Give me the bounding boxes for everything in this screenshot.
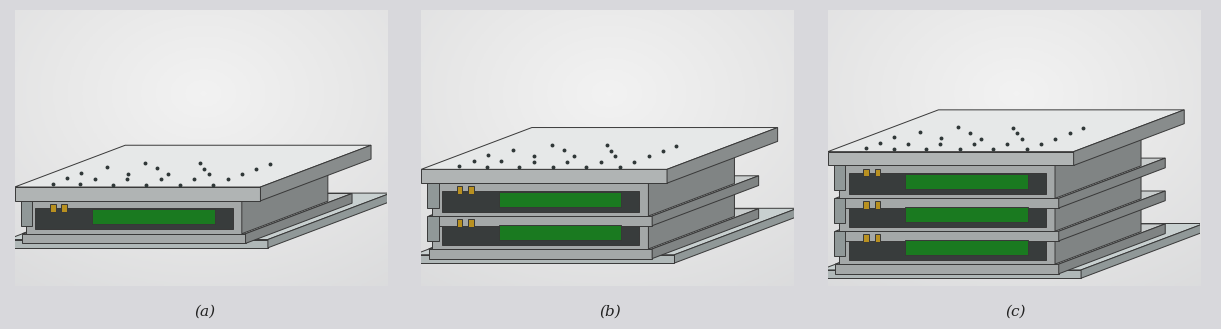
Polygon shape bbox=[429, 216, 652, 226]
Polygon shape bbox=[22, 193, 352, 234]
Polygon shape bbox=[457, 219, 463, 227]
Polygon shape bbox=[432, 177, 648, 216]
Polygon shape bbox=[849, 239, 1046, 260]
Polygon shape bbox=[427, 183, 438, 208]
Polygon shape bbox=[26, 195, 242, 234]
Polygon shape bbox=[267, 193, 391, 248]
Polygon shape bbox=[432, 210, 648, 249]
Polygon shape bbox=[839, 127, 1142, 160]
Polygon shape bbox=[905, 240, 1028, 255]
Polygon shape bbox=[863, 168, 869, 176]
Polygon shape bbox=[260, 145, 371, 201]
Polygon shape bbox=[863, 201, 869, 209]
Polygon shape bbox=[50, 204, 56, 212]
Text: (b): (b) bbox=[600, 305, 621, 319]
Polygon shape bbox=[7, 193, 391, 240]
Polygon shape bbox=[874, 234, 880, 242]
Polygon shape bbox=[863, 234, 869, 242]
Polygon shape bbox=[839, 193, 1142, 225]
Polygon shape bbox=[21, 200, 32, 226]
Polygon shape bbox=[652, 209, 758, 259]
Text: (c): (c) bbox=[1006, 305, 1026, 319]
Polygon shape bbox=[839, 225, 1055, 264]
Polygon shape bbox=[1059, 224, 1165, 274]
Polygon shape bbox=[835, 231, 1059, 241]
Polygon shape bbox=[457, 186, 463, 194]
Polygon shape bbox=[849, 173, 1046, 194]
Polygon shape bbox=[427, 215, 438, 241]
Polygon shape bbox=[821, 270, 1081, 278]
Polygon shape bbox=[835, 224, 1165, 264]
Polygon shape bbox=[648, 145, 735, 216]
Polygon shape bbox=[1059, 191, 1165, 241]
Polygon shape bbox=[1081, 223, 1204, 278]
Polygon shape bbox=[421, 128, 778, 169]
Polygon shape bbox=[835, 158, 1165, 198]
Polygon shape bbox=[22, 234, 245, 243]
Polygon shape bbox=[432, 145, 735, 177]
Polygon shape bbox=[442, 190, 640, 212]
Polygon shape bbox=[498, 192, 621, 207]
Polygon shape bbox=[468, 219, 474, 227]
Polygon shape bbox=[61, 204, 67, 212]
Polygon shape bbox=[834, 165, 845, 190]
Polygon shape bbox=[1059, 158, 1165, 208]
Polygon shape bbox=[429, 176, 758, 216]
Polygon shape bbox=[1055, 160, 1142, 231]
Polygon shape bbox=[498, 225, 621, 240]
Polygon shape bbox=[834, 231, 845, 256]
Polygon shape bbox=[667, 128, 778, 183]
Polygon shape bbox=[849, 206, 1046, 227]
Polygon shape bbox=[7, 240, 267, 248]
Polygon shape bbox=[429, 249, 652, 259]
Polygon shape bbox=[1055, 193, 1142, 264]
Polygon shape bbox=[821, 223, 1204, 270]
Polygon shape bbox=[834, 198, 845, 223]
Polygon shape bbox=[15, 145, 371, 187]
Polygon shape bbox=[874, 201, 880, 209]
Polygon shape bbox=[1073, 110, 1184, 165]
Polygon shape bbox=[414, 208, 797, 255]
Text: (a): (a) bbox=[194, 305, 216, 319]
Polygon shape bbox=[242, 163, 328, 234]
Polygon shape bbox=[1055, 127, 1142, 198]
Polygon shape bbox=[421, 169, 667, 183]
Polygon shape bbox=[674, 208, 797, 263]
Polygon shape bbox=[835, 191, 1165, 231]
Polygon shape bbox=[835, 198, 1059, 208]
Polygon shape bbox=[442, 223, 640, 245]
Polygon shape bbox=[835, 264, 1059, 274]
Polygon shape bbox=[432, 178, 735, 210]
Polygon shape bbox=[468, 186, 474, 194]
Polygon shape bbox=[905, 207, 1028, 222]
Polygon shape bbox=[92, 210, 215, 224]
Polygon shape bbox=[874, 168, 880, 176]
Polygon shape bbox=[828, 110, 1184, 152]
Polygon shape bbox=[648, 178, 735, 249]
Polygon shape bbox=[839, 192, 1055, 231]
Polygon shape bbox=[414, 255, 674, 263]
Polygon shape bbox=[429, 209, 758, 249]
Polygon shape bbox=[839, 160, 1055, 198]
Polygon shape bbox=[652, 176, 758, 226]
Polygon shape bbox=[26, 163, 328, 195]
Polygon shape bbox=[839, 160, 1142, 192]
Polygon shape bbox=[245, 193, 352, 243]
Polygon shape bbox=[905, 174, 1028, 189]
Polygon shape bbox=[15, 187, 260, 201]
Polygon shape bbox=[35, 208, 233, 230]
Polygon shape bbox=[828, 152, 1073, 165]
